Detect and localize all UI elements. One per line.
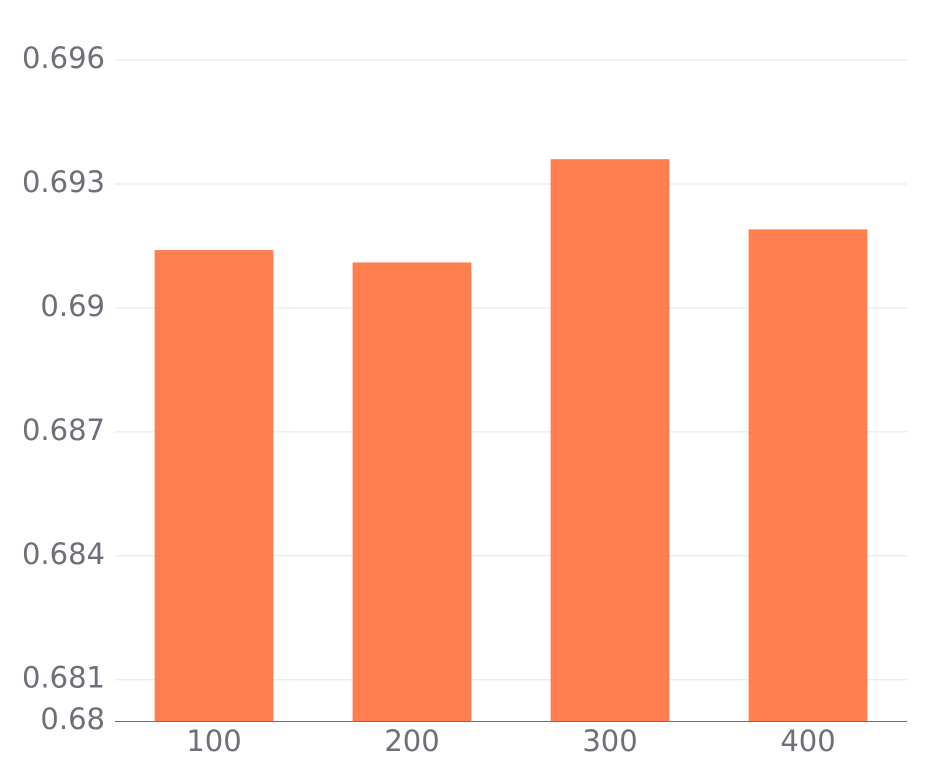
x-tick-label: 100 [186, 724, 241, 758]
bar [352, 262, 472, 721]
y-tick-label: 0.693 [22, 165, 105, 199]
y-tick-label: 0.684 [22, 537, 105, 571]
bar [748, 229, 868, 721]
bar [154, 250, 274, 721]
y-tick-label: 0.696 [22, 41, 105, 75]
x-tick-label: 200 [384, 724, 439, 758]
y-tick-label: 0.69 [40, 289, 105, 323]
bar [550, 159, 670, 721]
y-tick-label: 0.681 [22, 661, 105, 695]
y-tick-label: 0.68 [40, 702, 105, 736]
y-tick-label: 0.687 [22, 413, 105, 447]
x-tick-label: 300 [582, 724, 637, 758]
x-tick-label: 400 [780, 724, 835, 758]
